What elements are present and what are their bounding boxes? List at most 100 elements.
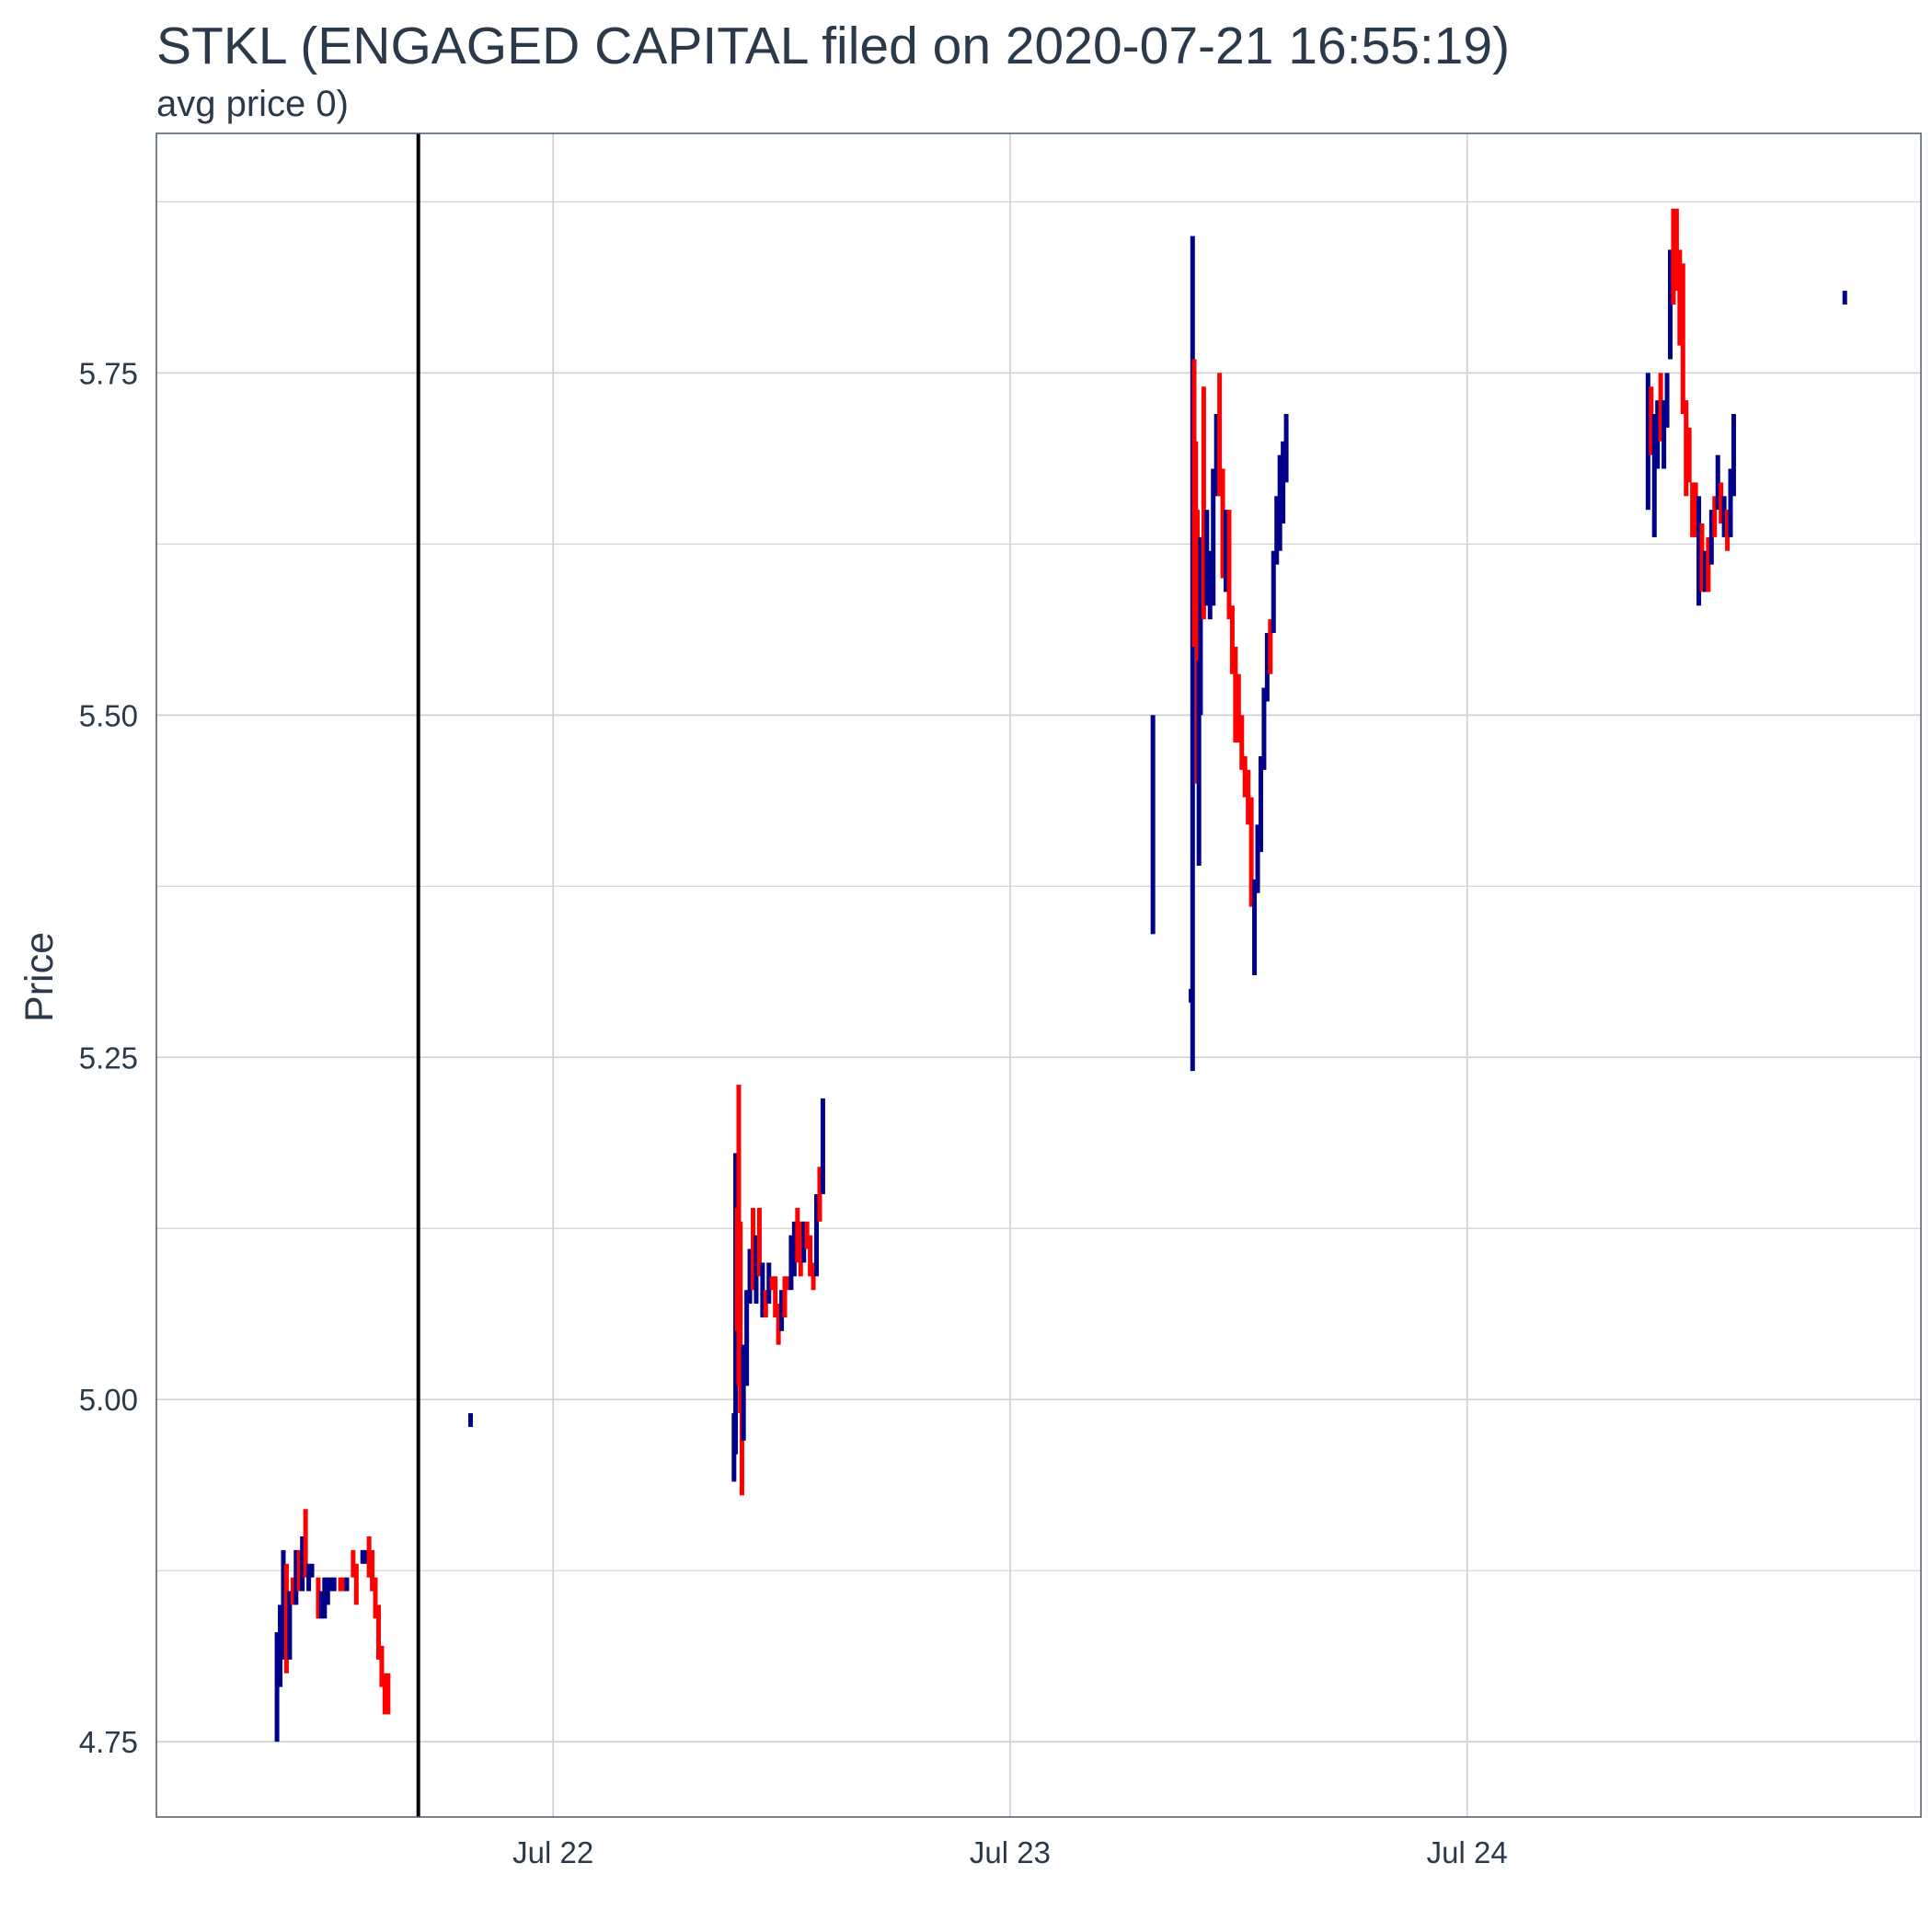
- candle-down: [1242, 755, 1248, 798]
- candle-up: [1708, 510, 1714, 565]
- candle-up: [1261, 687, 1267, 770]
- candle-up: [1728, 468, 1733, 537]
- candle-up: [322, 1577, 328, 1619]
- candle-down: [1658, 373, 1663, 442]
- candle-up: [468, 1413, 474, 1427]
- candle-down: [373, 1577, 378, 1619]
- candle-up: [1224, 510, 1229, 592]
- candle-down: [283, 1563, 289, 1673]
- candle-up: [1696, 496, 1702, 606]
- candle-down: [785, 1276, 790, 1291]
- candle-up: [309, 1563, 315, 1578]
- candle-up: [1277, 454, 1282, 551]
- candle-down: [773, 1276, 778, 1317]
- candle-down: [382, 1673, 387, 1715]
- candle-up: [779, 1290, 785, 1331]
- candle-up: [1721, 496, 1727, 537]
- grid: [156, 133, 1921, 1817]
- plot-frame: [155, 132, 1922, 1818]
- candle-up: [1213, 414, 1219, 497]
- candle-down: [808, 1235, 813, 1277]
- y-tick-label: 5.75: [79, 356, 138, 390]
- candle-down: [776, 1304, 781, 1345]
- candle-down: [811, 1262, 816, 1291]
- candle-down: [1233, 646, 1238, 743]
- candle-up: [1702, 550, 1708, 592]
- candle-down: [1248, 797, 1254, 907]
- candle-down: [379, 1646, 385, 1687]
- candle-down: [338, 1577, 343, 1592]
- x-tick-label: Jul 24: [1427, 1835, 1508, 1869]
- candle-up: [753, 1235, 759, 1305]
- candle-down: [1680, 263, 1685, 414]
- candle-up: [344, 1577, 350, 1592]
- candle-down: [1725, 510, 1731, 551]
- candle-down: [1677, 249, 1683, 346]
- candle-down: [804, 1221, 810, 1249]
- candle-down: [296, 1549, 302, 1592]
- candle-down: [351, 1549, 356, 1578]
- candle-up: [363, 1549, 369, 1564]
- candle-down: [763, 1290, 768, 1317]
- candle-down: [1706, 536, 1711, 592]
- candle-down: [798, 1221, 803, 1277]
- candle-down: [1719, 482, 1724, 524]
- candle-down: [303, 1509, 308, 1578]
- y-axis-title: Price: [17, 932, 62, 1022]
- x-tick-label: Jul 23: [970, 1835, 1051, 1869]
- candle-down: [341, 1577, 347, 1592]
- candle-up: [281, 1549, 286, 1660]
- candle-up: [331, 1577, 337, 1592]
- candle-down: [290, 1577, 295, 1605]
- candle-up: [801, 1221, 807, 1263]
- candle-down: [385, 1673, 391, 1715]
- candle-up: [1271, 550, 1276, 634]
- y-tick-label: 5.50: [79, 698, 138, 732]
- candle-up: [760, 1262, 765, 1317]
- candle-up: [791, 1221, 797, 1277]
- candle-down: [1239, 715, 1245, 770]
- candle-down: [1712, 496, 1718, 537]
- candle-down: [353, 1563, 359, 1605]
- candle-down: [1690, 482, 1696, 537]
- candle-up: [1281, 441, 1286, 524]
- candle-down: [1220, 468, 1225, 579]
- candle-up: [1283, 414, 1289, 483]
- candle-down: [1226, 510, 1232, 620]
- x-tick-label: Jul 22: [512, 1835, 593, 1869]
- x-axis-ticks: Jul 22 Jul 23 Jul 24: [512, 1835, 1508, 1869]
- candle-up: [788, 1235, 794, 1291]
- candle-down: [370, 1549, 375, 1592]
- candle-up: [274, 1632, 280, 1742]
- candle-down: [795, 1207, 800, 1263]
- candle-up: [1207, 550, 1213, 620]
- candle-down: [316, 1577, 321, 1619]
- y-tick-label: 5.00: [79, 1383, 138, 1417]
- y-tick-label: 5.25: [79, 1041, 138, 1075]
- candle-up: [766, 1262, 772, 1305]
- candle-down: [756, 1207, 762, 1277]
- candle-up: [1190, 236, 1195, 1072]
- candle-down: [751, 1207, 756, 1291]
- candle-down: [1684, 400, 1689, 497]
- candle-up: [1196, 660, 1202, 866]
- candle-down: [1673, 208, 1679, 292]
- candle-up: [1662, 400, 1667, 469]
- chart-subtitle: avg price 0): [156, 84, 349, 124]
- candle-down: [817, 1167, 822, 1222]
- candle-up: [1715, 454, 1720, 511]
- candle-up: [1252, 879, 1258, 975]
- candle-up: [820, 1098, 825, 1195]
- candle-down: [782, 1276, 788, 1317]
- candle-down: [375, 1604, 381, 1660]
- candle-down: [1229, 605, 1235, 674]
- candle-down: [1236, 673, 1241, 743]
- candle-up: [744, 1290, 750, 1386]
- candle-up: [1264, 633, 1270, 702]
- candle-up: [814, 1194, 820, 1277]
- candle-down: [1693, 482, 1698, 537]
- candle-up: [1842, 291, 1847, 305]
- candle-down: [1194, 510, 1200, 784]
- candle-down: [1201, 386, 1206, 620]
